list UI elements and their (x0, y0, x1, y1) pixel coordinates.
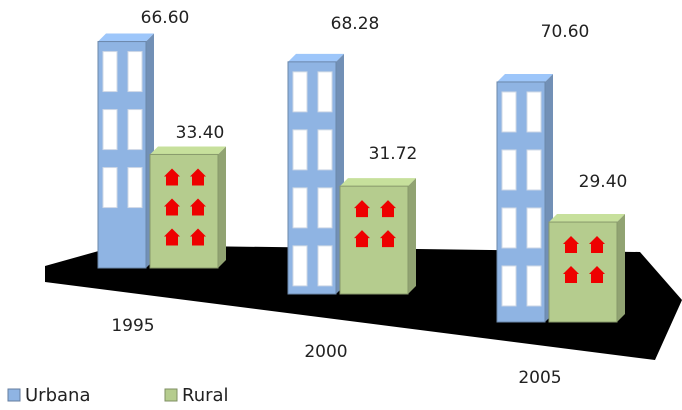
window (292, 71, 308, 113)
data-label: 66.60 (141, 8, 190, 28)
window (526, 91, 542, 133)
bar (97, 33, 154, 269)
house (380, 200, 396, 218)
window (292, 187, 308, 229)
legend-label: Urbana (25, 385, 90, 406)
data-label: 29.40 (579, 172, 628, 192)
bar (496, 73, 553, 323)
window (526, 207, 542, 249)
house (164, 168, 180, 186)
data-label: 33.40 (176, 123, 225, 143)
window (292, 245, 308, 287)
data-label: 68.28 (331, 14, 380, 34)
window (102, 51, 118, 93)
bar-side (408, 178, 416, 294)
bar-front (548, 221, 618, 323)
house (354, 230, 370, 248)
bar-side (218, 146, 226, 268)
window (127, 167, 143, 209)
house (190, 168, 206, 186)
legend-swatch (164, 388, 178, 402)
house (354, 200, 370, 218)
house (164, 198, 180, 216)
bar (149, 146, 226, 269)
window (127, 109, 143, 151)
window (317, 245, 333, 287)
x-tick-label: 2005 (518, 368, 561, 388)
data-label: 70.60 (541, 22, 590, 42)
window (501, 265, 517, 307)
data-label: 31.72 (369, 144, 418, 164)
bar-top (288, 53, 344, 62)
bar-front (149, 153, 219, 269)
bar-top (150, 146, 226, 155)
legend-swatch (7, 388, 21, 402)
house (190, 198, 206, 216)
window (501, 91, 517, 133)
bar-side (617, 214, 625, 322)
bar-front (339, 185, 409, 295)
bar-top (98, 33, 154, 42)
house (563, 236, 579, 254)
bar-top (340, 178, 416, 187)
window (102, 109, 118, 151)
house (380, 230, 396, 248)
house (164, 228, 180, 246)
window (317, 71, 333, 113)
window (102, 167, 118, 209)
bar (548, 214, 625, 323)
window (501, 207, 517, 249)
window (526, 149, 542, 191)
window (501, 149, 517, 191)
house (589, 266, 605, 284)
window (317, 129, 333, 171)
x-tick-label: 2000 (304, 342, 347, 362)
window (526, 265, 542, 307)
house (589, 236, 605, 254)
bar (287, 53, 344, 295)
window (127, 51, 143, 93)
legend-label: Rural (182, 385, 229, 406)
window (317, 187, 333, 229)
house (563, 266, 579, 284)
bar-top (497, 73, 553, 82)
bar (339, 178, 416, 295)
window (292, 129, 308, 171)
house (190, 228, 206, 246)
bar-top (549, 214, 625, 223)
x-tick-label: 1995 (111, 316, 154, 336)
